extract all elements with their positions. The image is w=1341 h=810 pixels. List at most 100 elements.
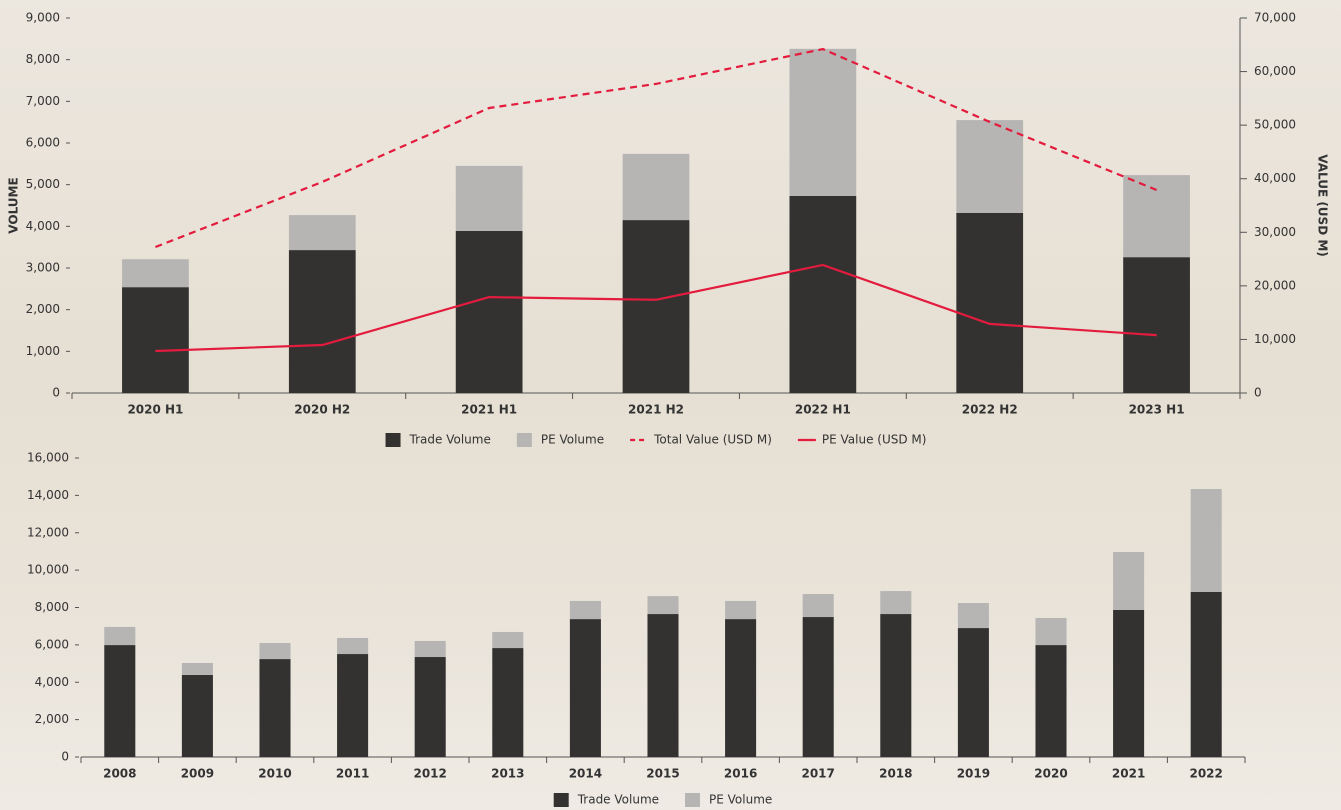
x-tick-label: 2019 — [957, 767, 990, 781]
bar — [414, 640, 446, 658]
bar — [259, 643, 291, 660]
bar — [1035, 645, 1067, 757]
legend-swatch — [553, 793, 569, 807]
x-tick-label: 2012 — [413, 767, 446, 781]
bar — [569, 619, 601, 757]
bar — [122, 259, 189, 288]
bar — [1123, 175, 1190, 258]
bar — [104, 645, 136, 757]
bar — [725, 600, 757, 620]
bar — [1113, 551, 1145, 610]
x-tick-label: 2022 — [1189, 767, 1222, 781]
y-tick-label: 2,000 — [26, 302, 60, 316]
bar — [1190, 489, 1222, 592]
legend-label: PE Volume — [541, 433, 604, 447]
x-tick-label: 2021 H2 — [628, 403, 684, 417]
y-tick-label: 4,000 — [26, 219, 60, 233]
y-tick-label: 3,000 — [26, 261, 60, 275]
y-tick-label: 14,000 — [27, 488, 69, 502]
bar — [1035, 617, 1067, 646]
y-tick-label: 0 — [52, 386, 60, 400]
x-tick-label: 2014 — [569, 767, 602, 781]
bar — [956, 120, 1024, 213]
y-tick-label: 6,000 — [35, 637, 69, 651]
y-tick-label: 7,000 — [26, 94, 60, 108]
bar — [104, 626, 136, 646]
bar — [181, 663, 213, 675]
y-tick-label: 8,000 — [35, 600, 69, 614]
bar — [1190, 591, 1222, 757]
x-tick-label: 2020 H2 — [294, 403, 350, 417]
legend-swatch — [385, 433, 401, 447]
x-tick-label: 2008 — [103, 767, 136, 781]
x-tick-label: 2022 H1 — [795, 403, 851, 417]
legend-label: Trade Volume — [409, 433, 491, 447]
x-tick-label: 2023 H1 — [1129, 403, 1185, 417]
bar — [337, 654, 369, 757]
legend-label: Trade Volume — [577, 793, 659, 807]
y-tick-label: 1,000 — [26, 344, 60, 358]
bar — [492, 648, 524, 757]
bar — [802, 617, 834, 757]
bar — [647, 614, 679, 757]
bar — [802, 594, 834, 618]
bar — [789, 195, 857, 393]
legend-label: Total Value (USD M) — [653, 433, 772, 447]
bar — [622, 153, 690, 221]
bar — [288, 215, 356, 251]
x-tick-label: 2020 — [1034, 767, 1067, 781]
x-tick-label: 2022 H2 — [962, 403, 1018, 417]
x-tick-label: 2016 — [724, 767, 757, 781]
y2-tick-label: 50,000 — [1254, 118, 1296, 132]
y-tick-label: 10,000 — [27, 563, 69, 577]
y-tick-label: 9,000 — [26, 11, 60, 25]
bar — [957, 603, 989, 629]
bar — [337, 637, 369, 655]
y-tick-label: 16,000 — [27, 451, 69, 465]
legend-label: PE Value (USD M) — [822, 433, 927, 447]
legend: Trade Volume PE Volume — [553, 793, 772, 807]
legend: Trade Volume PE Volume Total Value (USD M)… — [385, 433, 927, 447]
y-tick-label: 8,000 — [26, 52, 60, 66]
bar — [957, 628, 989, 757]
bar — [622, 220, 690, 393]
bar — [569, 600, 601, 620]
x-tick-label: 2018 — [879, 767, 912, 781]
y-tick-label: 12,000 — [27, 525, 69, 539]
y2-tick-label: 0 — [1254, 386, 1262, 400]
y2-tick-label: 30,000 — [1254, 225, 1296, 239]
y2-tick-label: 20,000 — [1254, 278, 1296, 292]
x-tick-label: 2010 — [258, 767, 291, 781]
y2-tick-label: 40,000 — [1254, 171, 1296, 185]
x-tick-label: 2011 — [336, 767, 369, 781]
y2-tick-label: 10,000 — [1254, 332, 1296, 346]
bar — [122, 287, 189, 393]
y-tick-label: 0 — [61, 750, 69, 764]
bar — [492, 631, 524, 649]
y2-axis-title: VALUE (USD M) — [1316, 154, 1330, 257]
bar — [880, 591, 912, 615]
x-tick-label: 2013 — [491, 767, 524, 781]
y-tick-label: 5,000 — [26, 177, 60, 191]
x-tick-label: 2015 — [646, 767, 679, 781]
y2-tick-label: 70,000 — [1254, 11, 1296, 25]
bar — [956, 213, 1024, 393]
x-tick-label: 2017 — [801, 767, 834, 781]
x-tick-label: 2009 — [181, 767, 214, 781]
bar — [880, 614, 912, 757]
bar — [1113, 609, 1145, 757]
bar — [259, 659, 291, 757]
bar — [647, 596, 679, 615]
bar — [181, 674, 213, 757]
y-tick-label: 4,000 — [35, 675, 69, 689]
y-tick-label: 2,000 — [35, 712, 69, 726]
y2-tick-label: 60,000 — [1254, 64, 1296, 78]
bar — [288, 250, 356, 393]
legend-swatch — [516, 433, 532, 447]
bar — [414, 657, 446, 757]
legend-swatch — [685, 793, 701, 807]
y-tick-label: 6,000 — [26, 136, 60, 150]
bar — [789, 48, 857, 196]
bar — [1123, 257, 1190, 393]
